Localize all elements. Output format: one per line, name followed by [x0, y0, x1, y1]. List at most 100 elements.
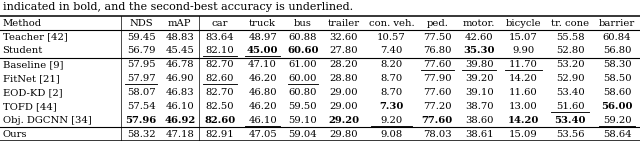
Text: 28.80: 28.80: [330, 74, 358, 83]
Text: 60.80: 60.80: [289, 88, 317, 97]
Text: 61.00: 61.00: [289, 60, 317, 69]
Text: barrier: barrier: [599, 19, 635, 28]
Text: 46.90: 46.90: [165, 74, 194, 83]
Text: 27.80: 27.80: [330, 46, 358, 55]
Text: 59.45: 59.45: [127, 33, 156, 41]
Text: 47.05: 47.05: [248, 130, 277, 139]
Text: 53.20: 53.20: [556, 60, 584, 69]
Text: mAP: mAP: [168, 19, 191, 28]
Text: 48.97: 48.97: [248, 33, 277, 41]
Text: 60.00: 60.00: [289, 74, 317, 83]
Text: Obj. DGCNN [34]: Obj. DGCNN [34]: [3, 116, 92, 125]
Text: 9.90: 9.90: [513, 46, 534, 55]
Text: 59.10: 59.10: [289, 116, 317, 125]
Text: 82.60: 82.60: [205, 74, 234, 83]
Text: 77.90: 77.90: [423, 74, 452, 83]
Text: 57.96: 57.96: [125, 116, 157, 125]
Text: 59.50: 59.50: [289, 102, 317, 111]
Text: 46.20: 46.20: [248, 102, 277, 111]
Text: 56.79: 56.79: [127, 46, 156, 55]
Text: 9.08: 9.08: [380, 130, 403, 139]
Text: 82.70: 82.70: [205, 60, 234, 69]
Text: FitNet [21]: FitNet [21]: [3, 74, 60, 83]
Text: 38.70: 38.70: [465, 102, 493, 111]
Text: 13.00: 13.00: [509, 102, 538, 111]
Text: 14.20: 14.20: [508, 116, 539, 125]
Text: 29.20: 29.20: [328, 116, 359, 125]
Text: 57.54: 57.54: [127, 102, 156, 111]
Text: 46.20: 46.20: [248, 74, 277, 83]
Text: 15.09: 15.09: [509, 130, 538, 139]
Text: indicated in bold, and the second-best accuracy is underlined.: indicated in bold, and the second-best a…: [3, 2, 353, 12]
Text: 47.18: 47.18: [165, 130, 194, 139]
Text: 45.00: 45.00: [247, 46, 278, 55]
Text: 60.60: 60.60: [287, 46, 319, 55]
Text: 56.00: 56.00: [601, 102, 633, 111]
Text: ped.: ped.: [426, 19, 448, 28]
Text: 38.61: 38.61: [465, 130, 493, 139]
Text: 7.40: 7.40: [380, 46, 403, 55]
Text: 47.10: 47.10: [248, 60, 277, 69]
Text: 60.84: 60.84: [603, 33, 631, 41]
Text: 60.88: 60.88: [289, 33, 317, 41]
Text: Teacher [42]: Teacher [42]: [3, 33, 67, 41]
Text: 29.00: 29.00: [330, 88, 358, 97]
Text: NDS: NDS: [129, 19, 153, 28]
Text: 8.20: 8.20: [380, 60, 403, 69]
Text: 58.30: 58.30: [603, 60, 631, 69]
Text: 82.91: 82.91: [205, 130, 234, 139]
Text: 42.60: 42.60: [465, 33, 493, 41]
Text: 55.58: 55.58: [556, 33, 584, 41]
Text: 77.20: 77.20: [423, 102, 452, 111]
Text: 39.80: 39.80: [465, 60, 493, 69]
Text: 52.80: 52.80: [556, 46, 584, 55]
Text: 53.40: 53.40: [554, 116, 586, 125]
Text: Student: Student: [3, 46, 43, 55]
Text: 58.60: 58.60: [603, 88, 631, 97]
Text: 32.60: 32.60: [330, 33, 358, 41]
Text: EOD-KD [2]: EOD-KD [2]: [3, 88, 62, 97]
Text: 58.64: 58.64: [603, 130, 631, 139]
Text: 59.04: 59.04: [289, 130, 317, 139]
Text: 53.40: 53.40: [556, 88, 584, 97]
Text: 53.56: 53.56: [556, 130, 584, 139]
Text: 29.80: 29.80: [330, 130, 358, 139]
Text: car: car: [212, 19, 228, 28]
Text: 46.10: 46.10: [248, 116, 277, 125]
Text: Ours: Ours: [3, 130, 27, 139]
Text: 82.50: 82.50: [205, 102, 234, 111]
Text: 82.60: 82.60: [204, 116, 236, 125]
Text: 8.70: 8.70: [380, 88, 403, 97]
Text: 77.50: 77.50: [423, 33, 452, 41]
Text: 45.45: 45.45: [165, 46, 194, 55]
Text: TOFD [44]: TOFD [44]: [3, 102, 56, 111]
Text: 46.78: 46.78: [165, 60, 194, 69]
Text: 28.20: 28.20: [330, 60, 358, 69]
Text: 58.07: 58.07: [127, 88, 156, 97]
Text: 83.64: 83.64: [205, 33, 234, 41]
Text: 77.60: 77.60: [423, 88, 452, 97]
Text: 39.20: 39.20: [465, 74, 493, 83]
Text: 46.83: 46.83: [165, 88, 194, 97]
Text: 8.70: 8.70: [380, 74, 403, 83]
Text: 11.70: 11.70: [509, 60, 538, 69]
Text: 10.57: 10.57: [377, 33, 406, 41]
Text: 57.97: 57.97: [127, 74, 156, 83]
Text: 9.20: 9.20: [380, 116, 403, 125]
Text: Baseline [9]: Baseline [9]: [3, 60, 63, 69]
Text: trailer: trailer: [328, 19, 360, 28]
Text: 29.00: 29.00: [330, 102, 358, 111]
Text: 76.80: 76.80: [423, 46, 452, 55]
Text: 11.60: 11.60: [509, 88, 538, 97]
Text: 46.80: 46.80: [248, 88, 277, 97]
Text: 39.10: 39.10: [465, 88, 493, 97]
Text: 78.03: 78.03: [423, 130, 452, 139]
Text: 46.10: 46.10: [165, 102, 194, 111]
Text: 14.20: 14.20: [509, 74, 538, 83]
Text: 15.07: 15.07: [509, 33, 538, 41]
Text: 59.20: 59.20: [603, 116, 631, 125]
Text: 7.30: 7.30: [379, 102, 404, 111]
Text: 48.83: 48.83: [165, 33, 194, 41]
Text: 56.80: 56.80: [603, 46, 631, 55]
Text: con. veh.: con. veh.: [369, 19, 414, 28]
